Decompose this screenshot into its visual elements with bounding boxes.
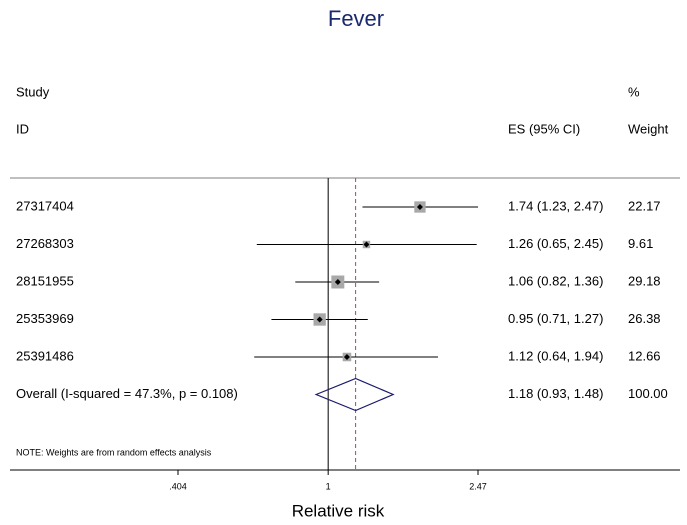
column-header: Weight: [628, 121, 669, 136]
x-axis-label: Relative risk: [292, 501, 385, 520]
weight-label: 9.61: [628, 236, 653, 251]
es-label: 1.74 (1.23, 2.47): [508, 198, 603, 213]
es-label: 1.26 (0.65, 2.45): [508, 236, 603, 251]
weight-label: 26.38: [628, 311, 661, 326]
note: NOTE: Weights are from random effects an…: [16, 447, 212, 457]
es-label: 0.95 (0.71, 1.27): [508, 311, 603, 326]
x-tick-label: 2.47: [469, 481, 487, 491]
study-id: 27317404: [16, 198, 74, 213]
chart-title: Fever: [328, 6, 384, 31]
x-tick-label: 1: [326, 481, 331, 491]
column-header: ES (95% CI): [508, 121, 580, 136]
column-header: %: [628, 84, 640, 99]
study-id: 27268303: [16, 236, 74, 251]
study-id: 28151955: [16, 273, 74, 288]
weight-label: 29.18: [628, 273, 661, 288]
weight-label: 100.00: [628, 386, 668, 401]
overall-label: Overall (I-squared = 47.3%, p = 0.108): [16, 386, 238, 401]
point-estimate: [343, 354, 350, 360]
column-header: ID: [16, 121, 29, 136]
point-estimate: [334, 279, 341, 285]
column-header: Study: [16, 84, 50, 99]
overall-diamond: [314, 377, 395, 412]
es-label: 1.18 (0.93, 1.48): [508, 386, 603, 401]
study-id: 25391486: [16, 348, 74, 363]
point-estimate: [316, 316, 323, 323]
weight-label: 12.66: [628, 348, 661, 363]
study-id: 25353969: [16, 311, 74, 326]
es-label: 1.06 (0.82, 1.36): [508, 273, 603, 288]
weight-label: 22.17: [628, 198, 661, 213]
point-estimate: [416, 204, 423, 210]
es-label: 1.12 (0.64, 1.94): [508, 348, 603, 363]
point-estimate: [363, 241, 370, 248]
x-tick-label: .404: [169, 481, 187, 491]
